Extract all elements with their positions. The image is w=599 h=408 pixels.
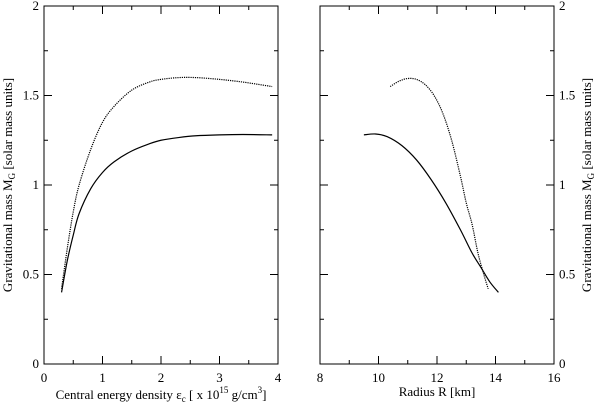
right-series-dotted-line: [389, 77, 489, 289]
left-curves: [60, 76, 273, 293]
right-x-tick-label: 14: [489, 370, 503, 385]
left-x-tick-label: 1: [99, 370, 106, 385]
left-y-tick-label: 0: [33, 356, 40, 371]
right-x-tick-label: 8: [317, 370, 324, 385]
left-x-tick-label: 3: [216, 370, 223, 385]
right-x-tick-label: 16: [548, 370, 562, 385]
left-series-dotted-line: [60, 76, 273, 289]
right-y-tick-label: 1: [559, 177, 566, 192]
right-y-axis-label: Gravitational mass MG [solar mass units]: [579, 78, 596, 292]
right-series-solid-line: [363, 133, 499, 293]
energy-density-panel: 0 1 2 3 4 0 0.5 1 1.5 2 Central energy density εc…: [0, 0, 282, 404]
left-x-tick-label: 2: [158, 370, 165, 385]
right-y-tick-label: 1.5: [559, 88, 575, 103]
left-plot-frame: [43, 5, 279, 365]
left-y-tick-label: 0.5: [23, 267, 39, 282]
left-y-tick-label: 2: [33, 0, 40, 13]
left-x-axis-label: Central energy density εc [ x 1015 g/cm3…: [56, 385, 267, 404]
left-series-solid-line: [60, 133, 273, 293]
right-plot-frame: [319, 5, 555, 365]
left-y-tick-label: 1.5: [23, 88, 39, 103]
left-y-tick-label: 1: [33, 177, 40, 192]
left-x-tick-label: 4: [275, 370, 282, 385]
left-y-axis-label: Gravitational mass MG [solar mass units]: [0, 78, 17, 292]
right-y-tick-label: 0.5: [559, 267, 575, 282]
right-y-tick-label: 0: [559, 356, 566, 371]
right-x-axis-label: Radius R [km]: [399, 384, 476, 399]
radius-panel: 8 10 12 14 160 0.5 1 1.5 2 Radius R [km] Gravita…: [317, 0, 596, 399]
right-axis-ticks: 8 10 12 14 160 0.5 1 1.5 2: [317, 0, 576, 385]
left-x-tick-label: 0: [41, 370, 48, 385]
right-x-tick-label: 12: [431, 370, 444, 385]
right-y-tick-label: 2: [559, 0, 566, 13]
right-curves: [363, 77, 499, 293]
left-axis-ticks: 0 1 2 3 4 0 0.5 1 1.5 2: [23, 0, 282, 385]
right-x-tick-label: 10: [372, 370, 385, 385]
